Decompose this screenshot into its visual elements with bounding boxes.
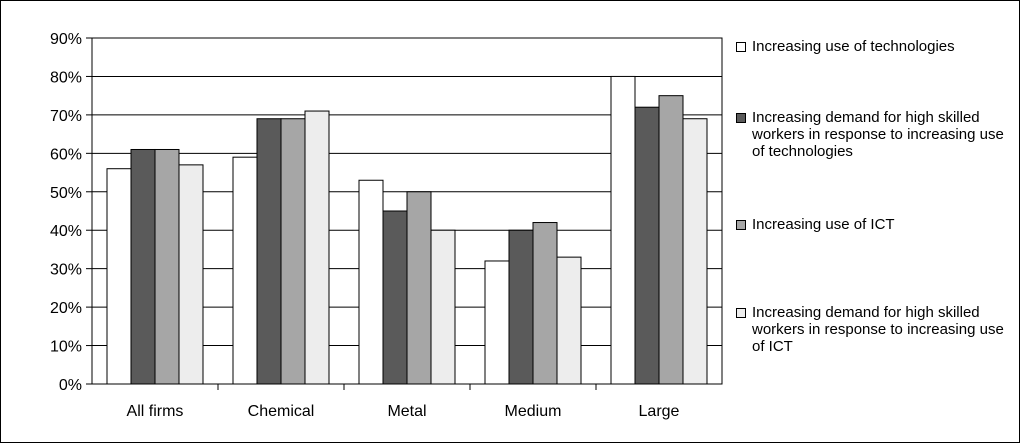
bar [178,164,204,385]
legend-swatch [736,308,746,318]
legend-swatch [736,42,746,52]
x-tick-label: Medium [505,403,562,420]
bar [610,75,636,385]
bar [556,256,582,385]
legend-label: Increasing use of ICT [752,216,895,233]
y-tick-label: 20% [50,300,82,317]
y-tick-label: 10% [50,339,82,356]
legend-swatch [736,113,746,123]
bar [430,229,456,385]
y-tick-label: 90% [50,31,82,48]
bar [484,260,510,385]
y-tick-label: 30% [50,262,82,279]
bar [682,118,708,385]
bar [508,229,534,385]
bar [256,118,282,385]
bar [382,210,408,385]
bar [154,148,180,385]
bar [304,110,330,385]
x-tick-label: Chemical [248,403,315,420]
y-tick-label: 40% [50,223,82,240]
bar [358,179,384,385]
bar [406,191,432,385]
legend-label: Increasing demand for high skilled worke… [752,304,1004,355]
x-tick-label: Large [639,403,680,420]
bar [532,222,558,385]
y-tick-label: 50% [50,185,82,202]
bar [232,156,258,385]
legend-label: Increasing use of technologies [752,38,955,55]
y-tick-label: 60% [50,146,82,163]
x-tick-label: Metal [387,403,426,420]
y-tick-label: 70% [50,108,82,125]
legend-label: Increasing demand for high skilled worke… [752,109,1004,160]
bar [280,118,306,385]
y-tick-label: 80% [50,69,82,86]
bar [106,168,132,385]
bar [130,148,156,385]
bar [634,106,660,385]
bar [658,95,684,385]
x-tick-label: All firms [127,403,184,420]
y-tick-label: 0% [59,377,82,394]
legend-swatch [736,220,746,230]
